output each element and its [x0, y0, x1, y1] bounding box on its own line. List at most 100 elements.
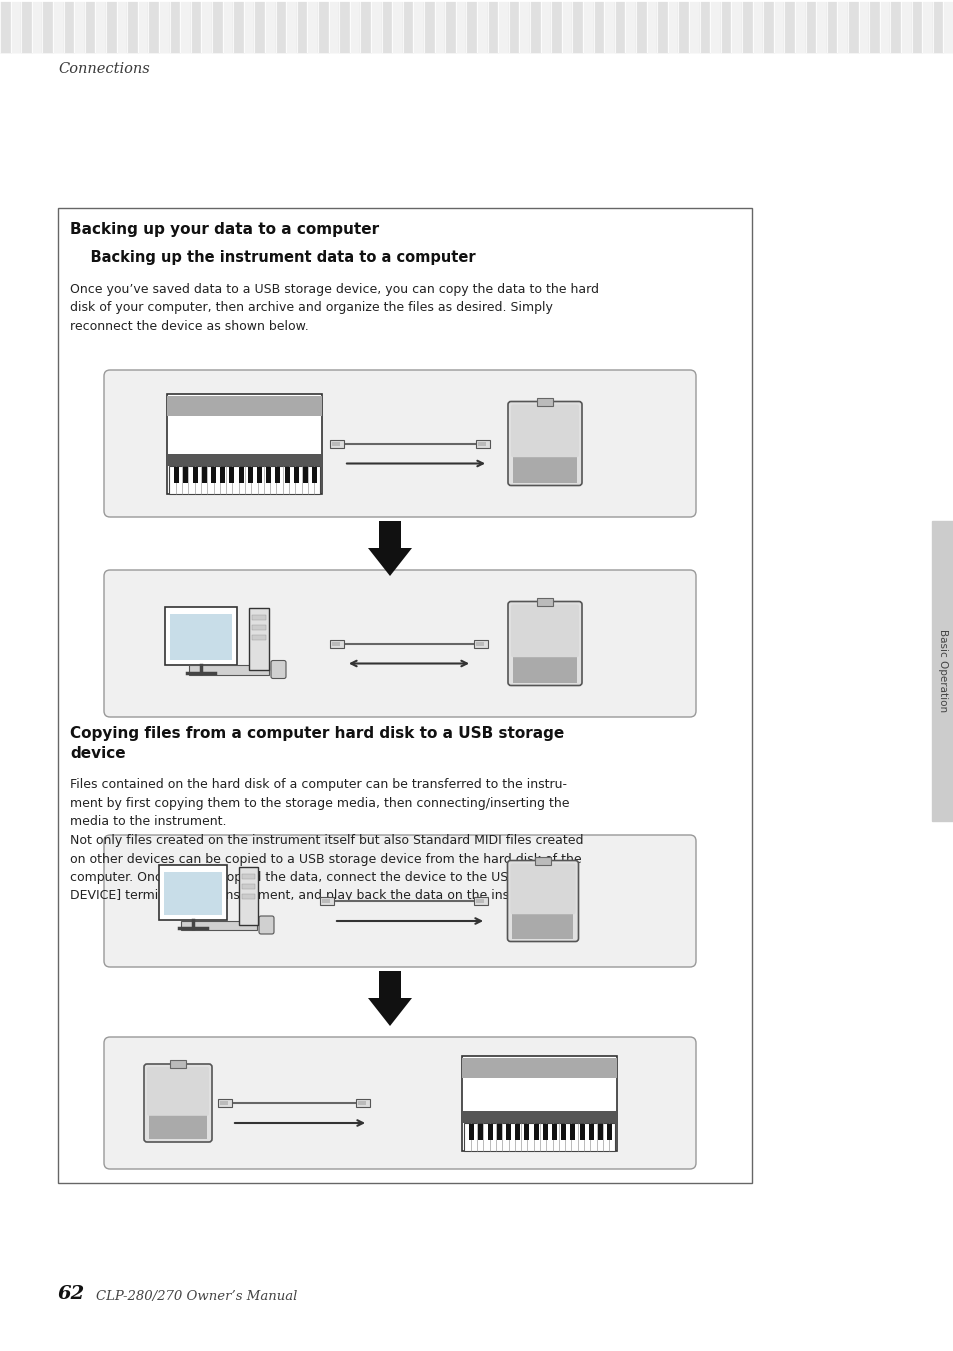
- Bar: [837, 0, 847, 51]
- Bar: [646, 0, 657, 51]
- Bar: [53, 0, 64, 51]
- Bar: [678, 0, 688, 51]
- Text: 62: 62: [58, 1285, 85, 1302]
- Bar: [474, 897, 488, 905]
- Bar: [518, 0, 530, 51]
- Bar: [508, 0, 518, 51]
- Text: Backing up the instrument data to a computer: Backing up the instrument data to a comp…: [70, 250, 476, 265]
- Bar: [159, 0, 170, 51]
- Bar: [515, 1124, 519, 1140]
- Bar: [248, 467, 253, 482]
- Bar: [233, 0, 244, 51]
- Bar: [220, 1101, 228, 1105]
- Text: Files contained on the hard disk of a computer can be transferred to the instru-: Files contained on the hard disk of a co…: [70, 778, 569, 828]
- FancyBboxPatch shape: [507, 601, 581, 685]
- Bar: [847, 0, 858, 51]
- Bar: [21, 0, 31, 51]
- Bar: [752, 0, 762, 51]
- Bar: [570, 1124, 575, 1140]
- Bar: [254, 0, 265, 51]
- Bar: [561, 0, 572, 51]
- Bar: [603, 0, 614, 51]
- Bar: [533, 1124, 538, 1140]
- Bar: [319, 897, 334, 905]
- Bar: [242, 884, 254, 889]
- Bar: [392, 0, 402, 51]
- Bar: [183, 467, 189, 482]
- Bar: [275, 0, 286, 51]
- Bar: [286, 0, 296, 51]
- Bar: [159, 865, 227, 920]
- Bar: [252, 624, 266, 630]
- FancyBboxPatch shape: [104, 1038, 696, 1169]
- Bar: [85, 0, 95, 51]
- Bar: [783, 0, 794, 51]
- Bar: [294, 467, 298, 482]
- Bar: [249, 608, 269, 670]
- Bar: [598, 1124, 602, 1140]
- Bar: [593, 0, 603, 51]
- Bar: [423, 0, 435, 51]
- Text: Backing up your data to a computer: Backing up your data to a computer: [70, 222, 378, 236]
- Bar: [512, 912, 573, 939]
- FancyBboxPatch shape: [144, 1065, 212, 1142]
- Bar: [170, 466, 320, 493]
- Bar: [476, 0, 487, 51]
- Bar: [312, 467, 316, 482]
- Bar: [476, 898, 483, 902]
- Bar: [238, 467, 243, 482]
- Bar: [170, 613, 232, 659]
- Bar: [106, 0, 116, 51]
- Bar: [889, 0, 900, 51]
- FancyBboxPatch shape: [511, 604, 578, 657]
- Bar: [220, 467, 225, 482]
- Bar: [31, 0, 42, 51]
- FancyBboxPatch shape: [104, 835, 696, 967]
- Bar: [462, 1058, 617, 1078]
- Bar: [191, 0, 201, 51]
- Bar: [95, 0, 106, 51]
- Bar: [513, 455, 577, 482]
- FancyBboxPatch shape: [147, 1067, 209, 1116]
- Bar: [435, 0, 445, 51]
- Bar: [540, 0, 551, 51]
- Bar: [614, 0, 625, 51]
- Bar: [794, 0, 804, 51]
- Bar: [879, 0, 889, 51]
- Bar: [222, 0, 233, 51]
- Bar: [474, 639, 488, 647]
- Bar: [606, 1124, 612, 1140]
- Bar: [149, 0, 159, 51]
- Text: CLP-280/270 Owner’s Manual: CLP-280/270 Owner’s Manual: [96, 1290, 297, 1302]
- Bar: [360, 0, 371, 51]
- Bar: [239, 867, 257, 925]
- Bar: [505, 1124, 511, 1140]
- Bar: [413, 0, 423, 51]
- Bar: [731, 0, 741, 51]
- Bar: [535, 857, 551, 865]
- Bar: [476, 642, 483, 646]
- Bar: [0, 0, 10, 51]
- Bar: [137, 0, 149, 51]
- Bar: [466, 0, 476, 51]
- Bar: [487, 0, 497, 51]
- Bar: [858, 0, 868, 51]
- Bar: [275, 467, 280, 482]
- Bar: [911, 0, 922, 51]
- FancyBboxPatch shape: [507, 401, 581, 485]
- Bar: [181, 921, 256, 929]
- Bar: [332, 442, 339, 446]
- Bar: [464, 1123, 615, 1151]
- Bar: [826, 0, 837, 51]
- Bar: [168, 396, 322, 416]
- Bar: [302, 467, 308, 482]
- Bar: [900, 0, 911, 51]
- Bar: [218, 1098, 232, 1106]
- Bar: [307, 0, 317, 51]
- Bar: [330, 639, 344, 647]
- Bar: [816, 0, 826, 51]
- Bar: [170, 0, 180, 51]
- Bar: [469, 1124, 474, 1140]
- Bar: [252, 615, 266, 620]
- Text: Copying files from a computer hard disk to a USB storage
device: Copying files from a computer hard disk …: [70, 725, 563, 761]
